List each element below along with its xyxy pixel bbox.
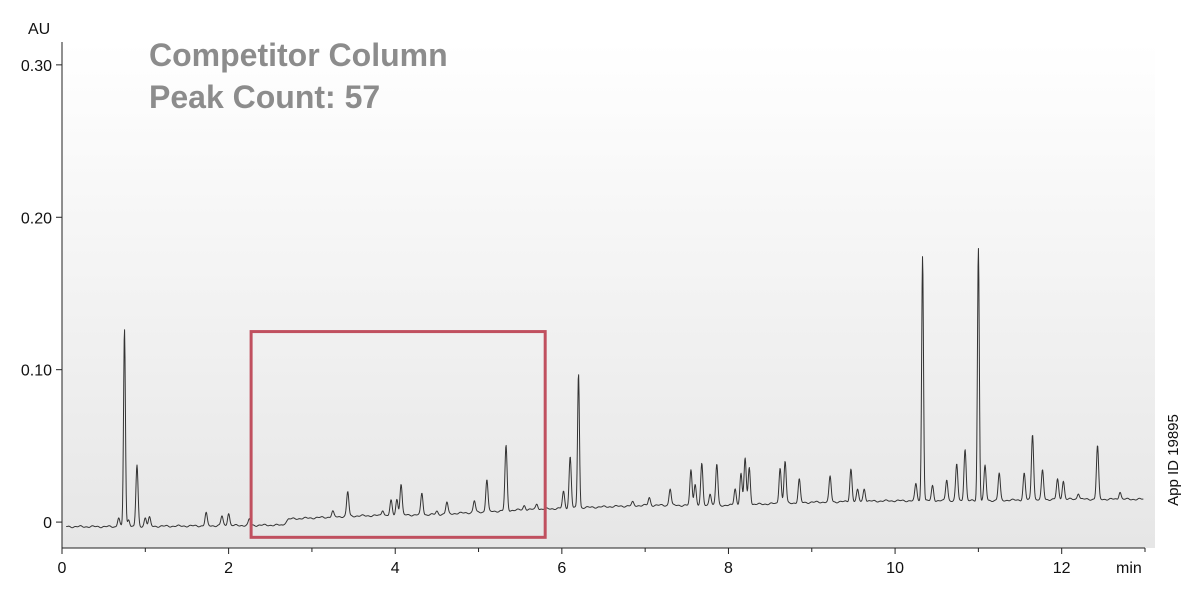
highlight-box (249, 330, 547, 539)
x-tick-label: 2 (224, 560, 233, 577)
y-tick-label: 0.10 (21, 363, 52, 380)
y-axis-label: AU (28, 21, 50, 38)
plot-background (62, 42, 1155, 548)
x-tick-label: 8 (724, 560, 733, 577)
chromatogram-trace (66, 247, 1144, 529)
x-tick-label: 12 (1053, 560, 1071, 577)
x-axis-label: min (1116, 560, 1142, 577)
x-tick-label: 4 (391, 560, 400, 577)
app-id-label: App ID 19895 (1165, 414, 1182, 506)
y-tick-label: 0 (43, 515, 52, 532)
x-axis: 0 2 4 6 8 10 12 (58, 547, 1146, 577)
y-tick-label: 0.20 (21, 210, 52, 227)
x-tick-label: 0 (58, 560, 67, 577)
x-tick-label: 6 (557, 560, 566, 577)
y-tick-label: 0.30 (21, 58, 52, 75)
chart-title-line-1: Competitor Column (149, 37, 448, 73)
x-tick-label: 10 (886, 560, 904, 577)
y-axis: 0 0.10 0.20 0.30 (21, 42, 63, 548)
chart-title-line-2: Peak Count: 57 (149, 79, 380, 115)
